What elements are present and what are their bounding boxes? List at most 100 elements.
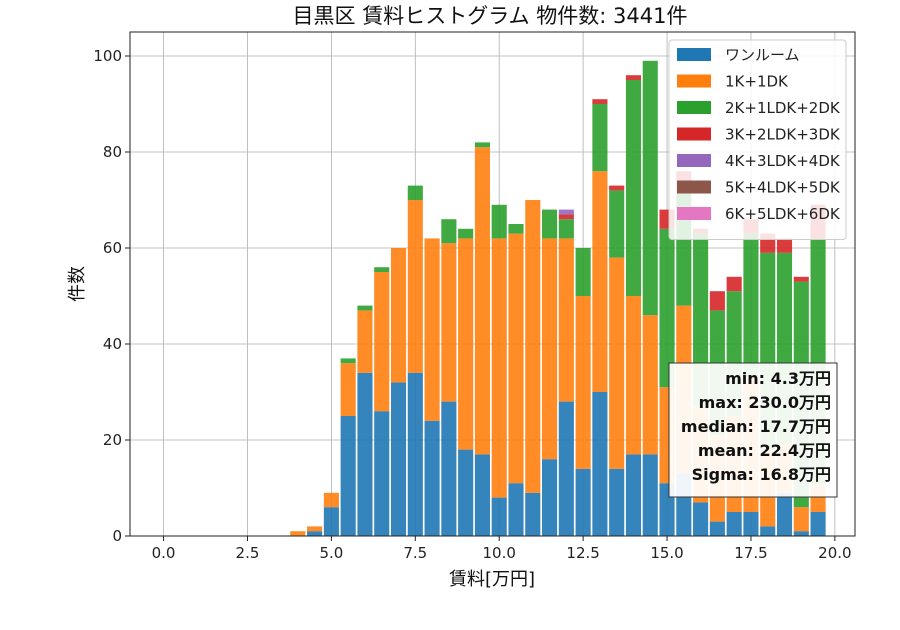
histogram-bar bbox=[625, 296, 642, 455]
histogram-bar bbox=[374, 272, 390, 412]
histogram-bar bbox=[525, 200, 541, 493]
histogram-bar bbox=[793, 276, 809, 282]
histogram-bar bbox=[592, 392, 608, 536]
histogram-bar bbox=[642, 315, 658, 455]
histogram-bar bbox=[609, 190, 625, 258]
histogram-bar bbox=[290, 531, 306, 536]
histogram-bar bbox=[760, 526, 776, 536]
legend-label: 6K+5LDK+6DK bbox=[725, 205, 841, 223]
histogram-bar bbox=[458, 238, 474, 450]
histogram-bar bbox=[357, 305, 373, 311]
histogram-bar bbox=[542, 209, 558, 239]
histogram-bar bbox=[491, 204, 507, 239]
y-axis-ticks: 0 20 40 60 80 100 bbox=[93, 47, 130, 545]
x-tick-label: 17.5 bbox=[734, 544, 767, 562]
x-tick-label: 20.0 bbox=[818, 544, 851, 562]
histogram-bar bbox=[575, 468, 591, 536]
histogram-bar bbox=[307, 526, 323, 532]
histogram-bar bbox=[542, 459, 558, 536]
stats-line: Sigma: 16.8万円 bbox=[692, 465, 831, 484]
y-tick-label: 20 bbox=[103, 431, 122, 449]
histogram-bar bbox=[458, 449, 474, 536]
histogram-bar bbox=[659, 228, 675, 388]
histogram-bar bbox=[474, 454, 490, 536]
histogram-bar bbox=[323, 492, 339, 508]
histogram-bar bbox=[592, 99, 608, 104]
histogram-bar bbox=[743, 512, 759, 536]
stats-line: min: 4.3万円 bbox=[725, 369, 831, 388]
histogram-bar bbox=[474, 147, 490, 455]
histogram-bar bbox=[458, 228, 474, 239]
legend-box bbox=[668, 39, 847, 240]
x-tick-label: 5.0 bbox=[319, 544, 343, 562]
histogram-bar bbox=[558, 238, 574, 402]
histogram-bar bbox=[625, 75, 642, 80]
stats-line: median: 17.7万円 bbox=[681, 417, 831, 436]
legend-swatch bbox=[677, 74, 711, 88]
histogram-bar bbox=[609, 185, 625, 191]
x-tick-label: 12.5 bbox=[566, 544, 599, 562]
histogram-bar bbox=[357, 310, 373, 373]
histogram-bar bbox=[609, 257, 625, 469]
stats-line: mean: 22.4万円 bbox=[698, 441, 831, 460]
legend-label: 2K+1LDK+2DK bbox=[725, 99, 841, 117]
legend-label: 3K+2LDK+3DK bbox=[725, 126, 841, 144]
histogram-bar bbox=[390, 382, 407, 536]
histogram-bar bbox=[340, 358, 356, 364]
plot-frame bbox=[129, 31, 856, 537]
legend: ワンルーム 1K+1DK 2K+1LDK+2DK 3K+2LDK+3DK 4K+3LDK… bbox=[668, 39, 847, 240]
legend-label: 5K+4LDK+5DK bbox=[725, 179, 841, 197]
histogram-bar bbox=[592, 171, 608, 392]
legend-swatch bbox=[677, 154, 711, 167]
histogram-bar bbox=[558, 209, 574, 215]
histogram-bar bbox=[441, 401, 457, 536]
histogram-bar bbox=[508, 483, 524, 536]
histogram-bar bbox=[726, 276, 742, 292]
histogram-bar bbox=[793, 531, 809, 536]
histogram-bar bbox=[441, 243, 457, 402]
histogram-bar bbox=[474, 142, 490, 148]
x-tick-label: 2.5 bbox=[236, 544, 260, 562]
histogram-bar bbox=[340, 416, 356, 536]
histogram-bar bbox=[776, 492, 793, 536]
histogram-bar bbox=[642, 454, 658, 536]
histogram-bar bbox=[625, 454, 642, 536]
histogram-bar bbox=[441, 219, 457, 244]
x-tick-label: 10.0 bbox=[483, 544, 516, 562]
histogram-bar bbox=[625, 80, 642, 296]
stats-line: max: 230.0万円 bbox=[699, 393, 831, 412]
histogram-bar bbox=[323, 507, 339, 536]
histogram-bar bbox=[407, 185, 423, 200]
legend-label: 1K+1DK bbox=[725, 73, 789, 91]
y-tick-label: 100 bbox=[93, 47, 122, 65]
histogram-bar bbox=[558, 401, 574, 536]
y-tick-label: 80 bbox=[103, 143, 122, 161]
x-tick-label: 7.5 bbox=[403, 544, 427, 562]
histogram-bar bbox=[609, 468, 625, 536]
chart-title: 目黒区 賃料ヒストグラム 物件数: 3441件 bbox=[293, 4, 688, 28]
histogram-bar bbox=[508, 224, 524, 234]
histogram-bar bbox=[709, 521, 725, 536]
x-axis-ticks: 0.0 2.5 5.0 7.5 10.0 12.5 15.0 17.5 20.0 bbox=[152, 536, 852, 562]
y-tick-label: 0 bbox=[112, 527, 122, 545]
histogram-bar bbox=[542, 238, 558, 460]
histogram-bar bbox=[424, 238, 440, 421]
histogram-bar bbox=[407, 372, 423, 536]
legend-swatch bbox=[677, 207, 711, 220]
x-tick-label: 15.0 bbox=[650, 544, 683, 562]
histogram-bar bbox=[508, 233, 524, 484]
histogram-bar bbox=[726, 512, 742, 536]
histogram-bar bbox=[407, 200, 423, 373]
histogram-bar bbox=[558, 219, 574, 239]
histogram-bar bbox=[693, 502, 709, 536]
histogram-bar bbox=[776, 238, 793, 253]
histogram-bar bbox=[743, 233, 759, 378]
histogram-bar bbox=[491, 238, 507, 498]
histogram-bar bbox=[491, 497, 507, 536]
histogram-bar bbox=[575, 248, 591, 296]
histogram-bar bbox=[424, 420, 440, 536]
y-tick-label: 40 bbox=[103, 335, 122, 353]
legend-label: 4K+3LDK+4DK bbox=[725, 152, 841, 170]
legend-swatch bbox=[677, 180, 711, 194]
